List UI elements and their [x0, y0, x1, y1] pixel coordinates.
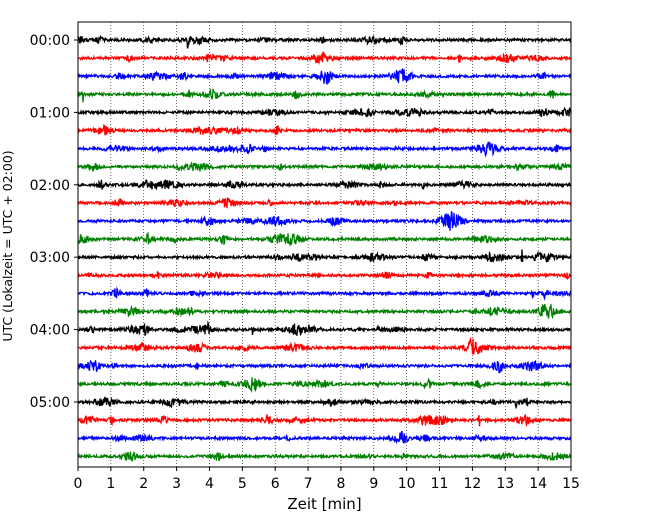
x-tick-label: 12	[463, 476, 481, 492]
trace-13	[77, 249, 572, 263]
x-tick-label: 15	[562, 476, 580, 492]
trace-24	[77, 451, 572, 462]
traces	[77, 34, 572, 462]
trace-22	[77, 413, 572, 428]
trace-7	[77, 141, 572, 158]
y-tick-label: 01:00	[30, 105, 70, 121]
trace-15	[77, 286, 572, 301]
x-tick-label: 7	[304, 476, 313, 492]
trace-8	[77, 162, 572, 173]
grid-lines	[110, 22, 539, 467]
x-tick-label: 9	[369, 476, 378, 492]
y-tick-label: 00:00	[30, 33, 70, 49]
trace-2	[77, 51, 572, 66]
y-tick-label: 05:00	[30, 395, 70, 411]
x-tick-label: 6	[271, 476, 280, 492]
y-tick-label: 03:00	[30, 250, 70, 266]
trace-18	[77, 336, 572, 355]
x-tick-label: 0	[74, 476, 83, 492]
trace-14	[77, 270, 572, 280]
x-tick-label: 3	[172, 476, 181, 492]
x-axis-ticks: 0 1 2 3 4 5 6 7 8 9 10 11 12 13 14 15	[74, 467, 580, 492]
x-tick-label: 10	[398, 476, 416, 492]
x-tick-label: 4	[205, 476, 214, 492]
trace-20	[77, 377, 572, 394]
x-tick-label: 14	[529, 476, 547, 492]
trace-17	[77, 320, 572, 337]
y-axis-ticks: 00:00 01:00 02:00 03:00 04:00 05:00	[30, 33, 78, 411]
trace-11	[77, 211, 572, 231]
trace-9	[77, 178, 572, 191]
trace-3	[77, 67, 572, 85]
x-axis-title: Zeit [min]	[287, 495, 361, 513]
trace-19	[77, 359, 572, 374]
trace-16	[77, 303, 572, 320]
x-tick-label: 8	[336, 476, 345, 492]
trace-12	[77, 231, 572, 248]
x-tick-label: 5	[238, 476, 247, 492]
x-tick-label: 2	[139, 476, 148, 492]
y-axis-title: UTC (Lokalzeit = UTC + 02:00)	[0, 150, 15, 341]
x-tick-label: 13	[496, 476, 514, 492]
trace-10	[77, 197, 572, 209]
trace-6	[77, 123, 572, 136]
y-tick-label: 02:00	[30, 178, 70, 194]
trace-5	[77, 106, 572, 118]
trace-23	[77, 430, 572, 445]
y-tick-label: 04:00	[30, 323, 70, 339]
trace-21	[77, 396, 572, 410]
plot-frame	[77, 21, 572, 468]
x-tick-label: 1	[106, 476, 115, 492]
x-tick-label: 11	[431, 476, 449, 492]
trace-4	[77, 88, 572, 103]
trace-1	[77, 34, 572, 49]
